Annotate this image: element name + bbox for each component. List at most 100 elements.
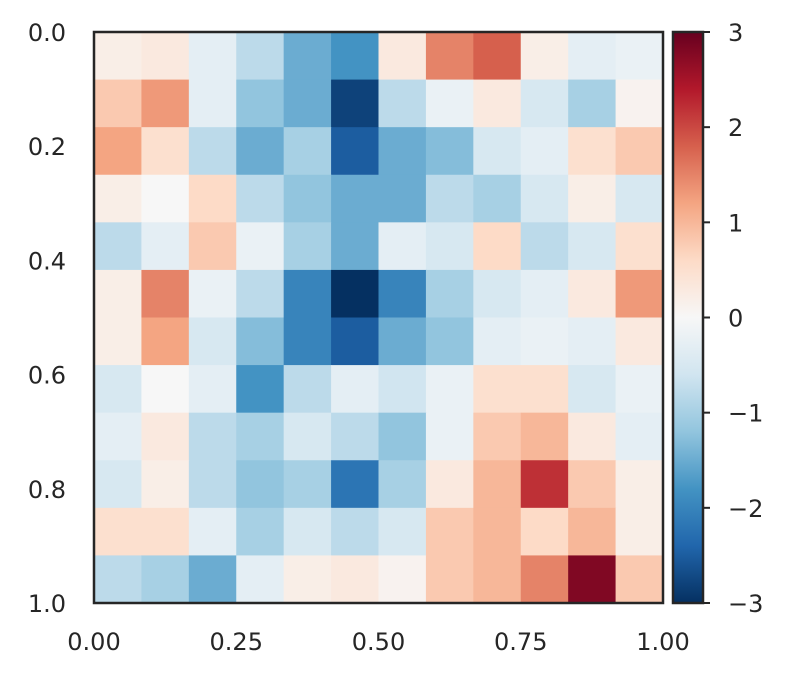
y-tick-label: 0.4	[28, 247, 66, 275]
heatmap-cell	[331, 127, 380, 176]
heatmap-cell	[568, 174, 617, 223]
heatmap-cell	[520, 127, 569, 176]
heatmap-cell	[188, 79, 237, 128]
heatmap-cell	[473, 507, 522, 557]
heatmap-cell	[473, 555, 522, 604]
heatmap-cell	[94, 269, 143, 319]
heatmap-cell	[283, 555, 332, 604]
heatmap-cell	[283, 317, 332, 366]
heatmap-cell	[520, 365, 569, 414]
x-tick-label: 0.75	[494, 628, 547, 656]
y-tick-label: 0.6	[28, 362, 66, 390]
heatmap-cell	[188, 555, 237, 604]
heatmap-cell	[283, 365, 332, 414]
heatmap-cell	[473, 32, 522, 81]
heatmap-cell	[331, 412, 380, 461]
x-tick-label: 0.00	[67, 628, 120, 656]
heatmap-cell	[568, 79, 617, 128]
heatmap-cell	[378, 79, 427, 128]
heatmap-cell	[568, 317, 617, 366]
heatmap-cell	[236, 79, 285, 128]
heatmap-cell	[615, 174, 664, 223]
heatmap-cell	[331, 79, 380, 128]
heatmap-cell	[331, 32, 380, 81]
heatmap-cell	[473, 79, 522, 128]
heatmap-cell	[188, 365, 237, 414]
heatmap-cell	[425, 269, 474, 319]
heatmap-cell	[141, 365, 190, 414]
heatmap-cell	[188, 317, 237, 366]
heatmap-cell	[568, 412, 617, 461]
y-tick-label: 1.0	[28, 590, 66, 618]
heatmap-cell	[615, 507, 664, 557]
heatmap-cell	[378, 460, 427, 509]
heatmap-cell	[378, 32, 427, 81]
heatmap-cell	[331, 222, 380, 271]
heatmap-cell	[520, 79, 569, 128]
heatmap-cell	[331, 269, 380, 319]
heatmap-cell	[378, 507, 427, 557]
x-tick-label: 0.25	[210, 628, 263, 656]
heatmap-cell	[473, 127, 522, 176]
heatmap-cell	[568, 365, 617, 414]
heatmap-cell	[520, 507, 569, 557]
heatmap-cell	[94, 460, 143, 509]
heatmap-cell	[283, 460, 332, 509]
heatmap-cell	[378, 222, 427, 271]
heatmap-cell	[425, 222, 474, 271]
heatmap-cell	[331, 317, 380, 366]
heatmap-cell	[615, 222, 664, 271]
heatmap-cell	[188, 127, 237, 176]
colorbar	[671, 30, 705, 605]
heatmap-cell	[473, 222, 522, 271]
heatmap-cell	[378, 365, 427, 414]
heatmap-cell	[568, 269, 617, 319]
heatmap-cell	[473, 317, 522, 366]
heatmap-cell	[141, 174, 190, 223]
heatmap-cell	[425, 365, 474, 414]
heatmap-cell	[331, 555, 380, 604]
heatmap-cell	[236, 317, 285, 366]
heatmap-cell	[568, 222, 617, 271]
heatmap-cell	[615, 555, 664, 604]
heatmap-cell	[94, 317, 143, 366]
heatmap-cell	[425, 507, 474, 557]
heatmap-cell	[568, 555, 617, 604]
heatmap-cell	[94, 127, 143, 176]
heatmap-cell	[283, 222, 332, 271]
heatmap-cell	[188, 32, 237, 81]
heatmap-cell	[141, 555, 190, 604]
colorbar-tick-label: −1	[728, 400, 763, 428]
heatmap-cell	[425, 555, 474, 604]
heatmap-cell	[615, 460, 664, 509]
heatmap-cell	[236, 222, 285, 271]
colorbar-tick-label: 0	[728, 305, 743, 333]
heatmap-cell	[520, 32, 569, 81]
heatmap-cell	[615, 365, 664, 414]
heatmap-cell	[378, 269, 427, 319]
heatmap-cell	[141, 269, 190, 319]
heatmap-cell	[568, 32, 617, 81]
heatmap-cell	[520, 412, 569, 461]
heatmap-cell	[236, 174, 285, 223]
heatmap-cell	[188, 222, 237, 271]
heatmap-cell	[473, 269, 522, 319]
heatmap-cell	[425, 460, 474, 509]
colorbar-tick-label: 3	[728, 19, 743, 47]
heatmap-cell	[378, 127, 427, 176]
heatmap-cell	[331, 507, 380, 557]
heatmap-cell	[615, 317, 664, 366]
heatmap-cell	[94, 32, 143, 81]
heatmap-cells	[94, 32, 664, 604]
heatmap-cell	[283, 507, 332, 557]
heatmap-cell	[236, 460, 285, 509]
heatmap-cell	[141, 32, 190, 81]
heatmap-cell	[141, 412, 190, 461]
heatmap-cell	[378, 412, 427, 461]
heatmap-cell	[141, 79, 190, 128]
heatmap-cell	[615, 127, 664, 176]
heatmap-cell	[473, 460, 522, 509]
heatmap-cell	[473, 174, 522, 223]
heatmap-cell	[188, 460, 237, 509]
